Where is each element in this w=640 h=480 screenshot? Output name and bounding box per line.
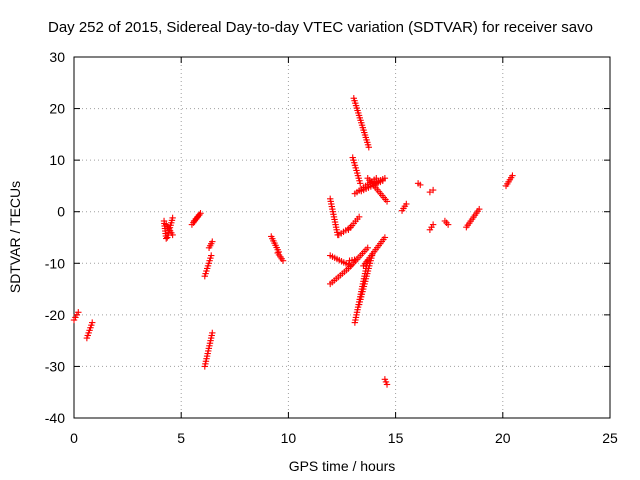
y-tick-label: 0 (57, 204, 65, 220)
y-tick-label: -30 (45, 358, 65, 374)
y-tick-label: -20 (45, 307, 65, 323)
x-tick-label: 25 (602, 430, 618, 446)
y-tick-label: -40 (45, 410, 65, 426)
data-point (162, 235, 170, 242)
data-point (383, 198, 391, 205)
data-point (279, 257, 287, 264)
data-point (209, 238, 216, 245)
data-point (403, 200, 410, 208)
data-point (417, 181, 424, 189)
chart-title: Day 252 of 2015, Sidereal Day-to-day VTE… (48, 19, 593, 36)
y-tick-label: 30 (49, 49, 65, 65)
data-point (365, 144, 372, 151)
x-tick-label: 15 (388, 430, 404, 446)
x-tick-label: 10 (281, 430, 297, 446)
data-point (89, 319, 96, 326)
data-point (169, 214, 176, 222)
data-point (429, 221, 437, 228)
plot-frame (73, 56, 611, 419)
y-tick-label: -10 (45, 255, 65, 271)
data-point (426, 188, 434, 196)
data-point (381, 174, 389, 182)
y-tick-label: 20 (49, 101, 65, 117)
data-point (209, 329, 216, 337)
data-point (364, 244, 371, 252)
y-axis-label: SDTVAR / TECUs (7, 181, 23, 293)
data-point (75, 309, 82, 316)
data-point (444, 221, 452, 228)
x-tick-label: 0 (70, 430, 78, 446)
grid (74, 57, 610, 418)
tick-labels: 0 5 10 15 20 25 -40 -30 -20 -10 0 10 20 30 (45, 49, 618, 446)
x-axis-label: GPS time / hours (289, 458, 396, 474)
data-point (197, 210, 204, 217)
data-point (509, 172, 516, 179)
data-points (70, 95, 516, 388)
data-point (429, 186, 437, 194)
axis-ticks (73, 56, 611, 419)
data-point (355, 213, 363, 221)
data-point (208, 252, 215, 259)
data-point (476, 205, 483, 213)
data-point (357, 180, 364, 187)
x-tick-label: 20 (495, 430, 511, 446)
data-point (381, 234, 389, 241)
x-tick-label: 5 (177, 430, 185, 446)
y-tick-label: 10 (49, 152, 65, 168)
data-point (383, 381, 391, 388)
